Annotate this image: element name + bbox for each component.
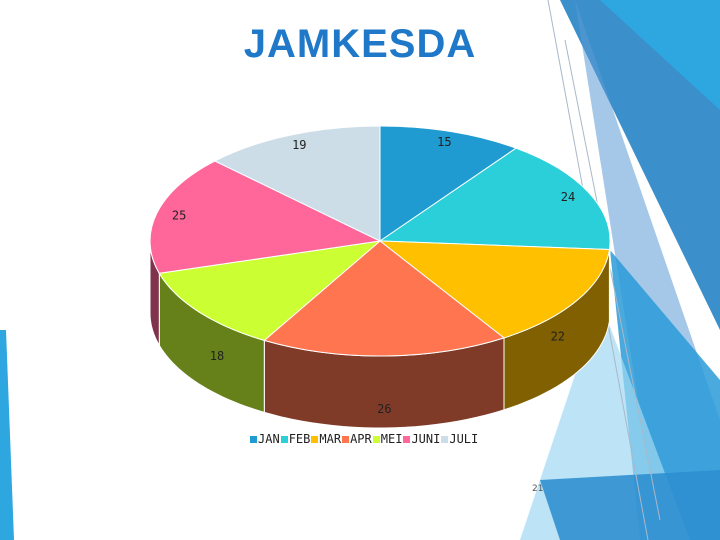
legend-swatch bbox=[372, 435, 380, 443]
data-label-mar: 22 bbox=[551, 330, 565, 344]
legend-item-mar: MAR bbox=[311, 432, 341, 446]
background-accent-shape bbox=[600, 0, 720, 110]
legend-swatch bbox=[342, 435, 350, 443]
legend-item-apr: APR bbox=[342, 432, 372, 446]
background-line bbox=[564, 39, 661, 521]
page-number: 21 bbox=[532, 484, 544, 494]
background-accent-shape bbox=[540, 470, 720, 540]
legend-label: FEB bbox=[288, 432, 311, 446]
pie-slice-feb bbox=[378, 147, 611, 251]
pie-slice-apr bbox=[263, 240, 506, 357]
legend-item-feb: FEB bbox=[280, 432, 311, 446]
background-accent-shape bbox=[0, 330, 14, 540]
pie-slice-mar bbox=[378, 240, 610, 339]
legend-item-mei: MEI bbox=[372, 432, 403, 446]
pie-slice-juni bbox=[149, 160, 382, 274]
pie-slice-mei bbox=[158, 240, 382, 341]
data-label-apr: 26 bbox=[377, 402, 391, 416]
legend-item-jan: JAN bbox=[250, 432, 280, 446]
legend-label: JAN bbox=[258, 432, 280, 446]
legend-label: MAR bbox=[319, 432, 342, 446]
legend-swatch bbox=[250, 435, 257, 443]
legend-item-juli: JULI bbox=[441, 432, 478, 446]
legend-swatch bbox=[441, 435, 449, 443]
data-label-mei: 18 bbox=[210, 349, 224, 363]
slide-title: JAMKESDA bbox=[243, 22, 477, 66]
data-label-jan: 15 bbox=[437, 135, 451, 149]
legend-label: JUNI bbox=[411, 432, 441, 446]
legend-item-juni: JUNI bbox=[403, 432, 440, 446]
pie-slice-juli bbox=[213, 125, 381, 242]
legend-label: JULI bbox=[449, 432, 479, 446]
legend-swatch bbox=[403, 435, 411, 443]
data-label-juli: 19 bbox=[292, 138, 306, 152]
data-label-feb: 24 bbox=[561, 190, 575, 204]
legend-label: APR bbox=[350, 432, 372, 446]
chart-legend: JAN FEB MAR APR MEI JUNI JULI bbox=[250, 432, 479, 446]
legend-label: MEI bbox=[380, 432, 403, 446]
pie-slice-jan bbox=[379, 125, 518, 242]
data-label-juni: 25 bbox=[172, 209, 186, 223]
legend-swatch bbox=[311, 435, 319, 443]
legend-swatch bbox=[280, 435, 288, 443]
